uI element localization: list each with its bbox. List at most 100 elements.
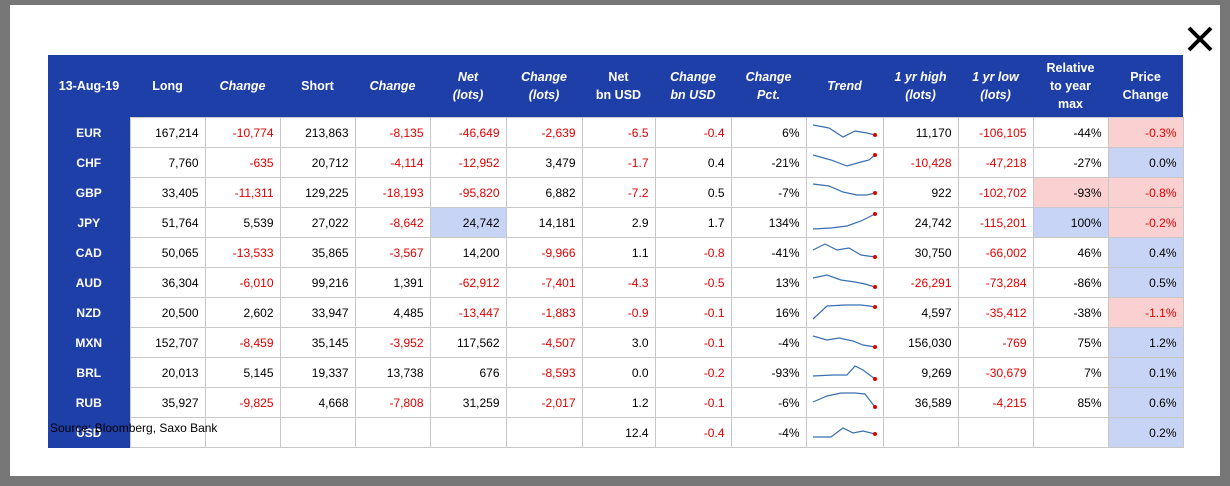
- row: NZD 20,500 2,602 33,947 4,485 -13,447 -1,883 -0…: [48, 297, 1184, 328]
- sparkline: [812, 365, 877, 381]
- cell: -8,135: [354, 117, 431, 148]
- cell: -0.1: [654, 327, 732, 358]
- cell: 0.6%: [1107, 387, 1184, 418]
- cell: 46%: [1032, 237, 1109, 268]
- cell: 24,742: [882, 207, 959, 238]
- cell: -0.8%: [1107, 177, 1184, 208]
- cell: 4,485: [354, 297, 431, 328]
- cell: -1,883: [505, 297, 583, 328]
- cell: 75%: [1032, 327, 1109, 358]
- trend-sparkline: [805, 177, 884, 208]
- currency: CAD: [48, 237, 130, 268]
- trend-sparkline: [805, 417, 884, 448]
- cell: -7%: [730, 177, 807, 208]
- header-cell: Net (lots): [430, 55, 506, 118]
- cell: 5,539: [204, 207, 281, 238]
- cell: 1.7: [654, 207, 732, 238]
- cell: 14,200: [429, 237, 507, 268]
- header-cell: 13-Aug-19: [48, 55, 130, 118]
- trend-sparkline: [805, 117, 884, 148]
- cell: 1.1: [581, 237, 656, 268]
- cell: -8,593: [505, 357, 583, 388]
- currency: NZD: [48, 297, 130, 328]
- row: MXN 152,707 -8,459 35,145 -3,952 117,562 -4,50…: [48, 327, 1184, 358]
- header-cell: Net bn USD: [582, 55, 655, 118]
- sparkline: [812, 427, 877, 438]
- sparkline: [812, 392, 877, 409]
- cell: 1.2%: [1107, 327, 1184, 358]
- cell: 152,707: [129, 327, 206, 358]
- cell: 0.2%: [1107, 417, 1184, 448]
- trend-sparkline: [805, 207, 884, 238]
- cell: -86%: [1032, 267, 1109, 298]
- cell: -73,284: [957, 267, 1034, 298]
- cell: 33,947: [279, 297, 356, 328]
- sparkline: [812, 183, 877, 196]
- cell: 7,760: [129, 147, 206, 178]
- header-cell: Long: [130, 55, 205, 118]
- cell: 27,022: [279, 207, 356, 238]
- cell: -26,291: [882, 267, 959, 298]
- currency: GBP: [48, 177, 130, 208]
- cell: -10,428: [882, 147, 959, 178]
- cell: 50,065: [129, 237, 206, 268]
- header-cell: Price Change: [1108, 55, 1183, 118]
- cell: -35,412: [957, 297, 1034, 328]
- cell: -0.4: [654, 417, 732, 448]
- cell: -8,642: [354, 207, 431, 238]
- cell: -4,507: [505, 327, 583, 358]
- header-cell: Change: [205, 55, 280, 118]
- cell: 99,216: [279, 267, 356, 298]
- currency: AUD: [48, 267, 130, 298]
- header-cell: 1 yr low (lots): [958, 55, 1033, 118]
- cell: -3,567: [354, 237, 431, 268]
- cell: -13,533: [204, 237, 281, 268]
- cell: 7%: [1032, 357, 1109, 388]
- cell: -3,952: [354, 327, 431, 358]
- cell: 0.0: [581, 357, 656, 388]
- cell: 12.4: [581, 417, 656, 448]
- cell: 36,304: [129, 267, 206, 298]
- trend-sparkline: [805, 267, 884, 298]
- cell: 35,865: [279, 237, 356, 268]
- currency: MXN: [48, 327, 130, 358]
- cell: 4,668: [279, 387, 356, 418]
- cell: -9,966: [505, 237, 583, 268]
- cell: -0.3%: [1107, 117, 1184, 148]
- sparkline: [812, 212, 877, 230]
- cell: -9,825: [204, 387, 281, 418]
- cell: 0.1%: [1107, 357, 1184, 388]
- cell: -4.3: [581, 267, 656, 298]
- sparkline: [812, 153, 877, 167]
- sparkline: [812, 274, 877, 289]
- cell: -66,002: [957, 237, 1034, 268]
- cell: -2,639: [505, 117, 583, 148]
- trend-sparkline: [805, 237, 884, 268]
- cell: 9,269: [882, 357, 959, 388]
- cell: -0.1: [654, 387, 732, 418]
- sparkline: [812, 304, 877, 320]
- cell: -769: [957, 327, 1034, 358]
- trend-sparkline: [805, 297, 884, 328]
- header-cell: Change (lots): [506, 55, 582, 118]
- cell: -38%: [1032, 297, 1109, 328]
- close-button[interactable]: [1180, 19, 1220, 59]
- cell: -62,912: [429, 267, 507, 298]
- cell: 35,927: [129, 387, 206, 418]
- cell: 100%: [1032, 207, 1109, 238]
- cell: -11,311: [204, 177, 281, 208]
- cell: -6%: [730, 387, 807, 418]
- row: EUR 167,214 -10,774 213,863 -8,135 -46,649 -2,…: [48, 117, 1184, 148]
- header-cell: Change: [355, 55, 430, 118]
- cell: 117,562: [429, 327, 507, 358]
- cell: 1.2: [581, 387, 656, 418]
- cell: [1032, 417, 1109, 448]
- currency: EUR: [48, 117, 130, 148]
- header-cell: Trend: [806, 55, 883, 118]
- header-cell: 1 yr high (lots): [883, 55, 958, 118]
- cot-table: 13-Aug-19 Long Change Short Change Net (lots)…: [48, 55, 1184, 448]
- cell: -635: [204, 147, 281, 178]
- row: GBP 33,405 -11,311 129,225 -18,193 -95,820 6,8…: [48, 177, 1184, 208]
- cell: 0.4%: [1107, 237, 1184, 268]
- cell: 13,738: [354, 357, 431, 388]
